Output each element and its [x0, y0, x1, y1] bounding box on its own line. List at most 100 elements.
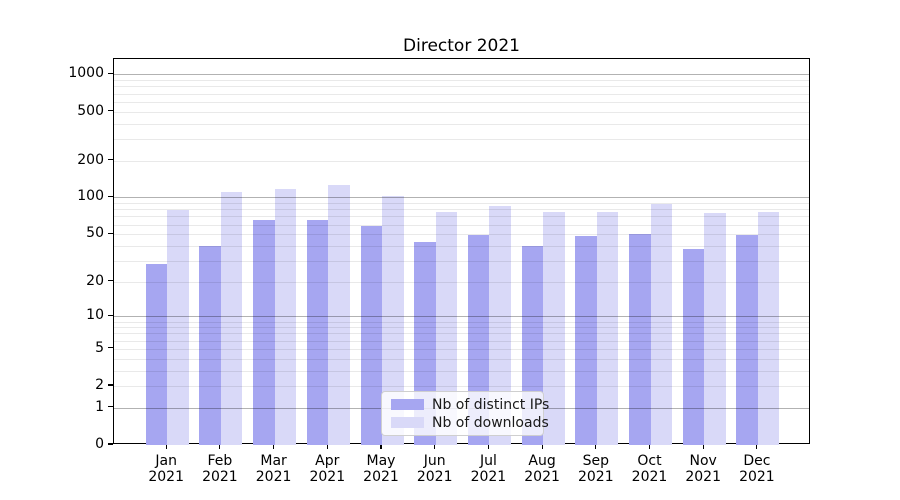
y-tick-mark — [108, 72, 113, 75]
x-tick-label: Dec 2021 — [739, 453, 775, 485]
plot-area — [113, 58, 810, 445]
x-tick-label: Oct 2021 — [631, 453, 668, 485]
y-tick-label: 1000 — [68, 65, 104, 82]
x-tick-mark — [380, 444, 382, 449]
y-tick-mark — [108, 406, 113, 408]
y-tick-mark — [108, 109, 113, 112]
y-tick-label: 100 — [77, 188, 104, 205]
bar-distinct-ips — [360, 226, 382, 445]
y-tick-label: 5 — [95, 339, 104, 356]
x-tick-label: Aug 2021 — [524, 453, 560, 485]
y-tick-mark — [108, 314, 113, 316]
legend: Nb of distinct IPs Nb of downloads — [381, 391, 549, 436]
gridline-minor — [114, 386, 809, 388]
bar-downloads — [704, 213, 726, 445]
x-tick-mark — [595, 444, 597, 449]
x-tick-label: Jul 2021 — [470, 453, 507, 485]
bar-downloads — [220, 192, 243, 445]
gridline-major — [114, 316, 809, 318]
x-tick-mark — [165, 444, 167, 449]
x-tick-label: Nov 2021 — [685, 453, 721, 485]
x-tick-mark — [702, 444, 704, 449]
x-tick-mark — [487, 444, 489, 449]
gridline-minor — [114, 101, 809, 103]
gridline-minor — [114, 111, 809, 113]
bar-downloads — [596, 212, 619, 445]
y-tick-label: 0 — [95, 436, 104, 452]
x-tick-label: Jun 2021 — [416, 453, 453, 485]
bar-distinct-ips — [682, 248, 705, 445]
x-tick-mark — [219, 444, 221, 449]
bar-distinct-ips — [253, 220, 275, 445]
legend-label-distinct-ips: Nb of distinct IPs — [432, 396, 550, 413]
y-tick-label: 20 — [86, 272, 104, 289]
bar-downloads — [435, 212, 458, 445]
bar-distinct-ips — [736, 235, 758, 445]
gridline-minor — [114, 123, 809, 125]
x-tick-label: May 2021 — [363, 453, 399, 485]
gridline-minor — [114, 93, 809, 95]
bar-downloads — [274, 188, 297, 445]
chart-title: Director 2021 — [403, 36, 520, 56]
legend-swatch-distinct-ips — [391, 399, 424, 410]
bar-downloads — [757, 212, 780, 445]
gridline-major — [114, 74, 809, 76]
y-tick-mark — [108, 195, 113, 198]
gridline-minor — [114, 209, 809, 211]
x-tick-label: Feb 2021 — [202, 453, 238, 485]
x-tick-mark — [648, 444, 651, 449]
x-tick-mark — [326, 444, 328, 449]
gridline-minor — [114, 348, 809, 350]
gridline-minor — [114, 281, 809, 283]
legend-label-downloads: Nb of downloads — [432, 414, 549, 431]
gridline-minor — [114, 160, 809, 162]
y-tick-label: 500 — [77, 102, 104, 119]
bar-distinct-ips — [629, 234, 651, 445]
legend-row-distinct-ips: Nb of distinct IPs — [391, 396, 549, 414]
gridline-minor — [114, 370, 809, 372]
bar-distinct-ips — [199, 245, 221, 445]
gridline-minor — [114, 358, 809, 360]
y-tick-mark — [108, 384, 113, 386]
y-tick-mark — [108, 347, 113, 349]
x-tick-label: Apr 2021 — [309, 453, 346, 485]
bar-distinct-ips — [306, 220, 329, 445]
x-tick-label: Mar 2021 — [255, 453, 292, 485]
x-tick-mark — [541, 444, 543, 449]
legend-row-downloads: Nb of downloads — [391, 414, 549, 432]
gridline-minor — [114, 86, 809, 88]
x-tick-mark — [756, 444, 758, 449]
gridline-minor — [114, 260, 809, 262]
gridline-minor — [114, 245, 809, 247]
legend-swatch-downloads — [391, 417, 424, 428]
y-tick-label: 10 — [86, 307, 104, 324]
y-tick-mark — [108, 443, 113, 445]
gridline-minor — [114, 216, 809, 218]
bar-distinct-ips — [575, 236, 597, 445]
bar-downloads — [382, 196, 404, 445]
x-tick-label: Jan 2021 — [148, 453, 184, 485]
gridline-minor — [114, 203, 809, 205]
y-tick-label: 50 — [86, 225, 104, 242]
y-tick-label: 200 — [77, 151, 104, 168]
x-tick-label: Sep 2021 — [577, 453, 614, 485]
bar-downloads — [489, 206, 511, 445]
gridline-minor — [114, 224, 809, 226]
bar-distinct-ips — [145, 264, 168, 445]
y-tick-mark — [108, 280, 113, 282]
x-tick-mark — [273, 444, 275, 449]
gridline-minor — [114, 333, 809, 335]
gridline-minor — [114, 80, 809, 82]
gridline-major — [114, 197, 809, 199]
x-tick-mark — [434, 444, 436, 449]
bar-downloads — [328, 184, 350, 445]
y-tick-label: 1 — [95, 398, 104, 415]
bar-downloads — [167, 209, 189, 445]
y-tick-mark — [108, 232, 113, 234]
bar-downloads — [650, 204, 672, 445]
gridline-minor — [114, 234, 809, 236]
gridline-minor — [114, 327, 809, 329]
gridline-minor — [114, 138, 809, 140]
y-tick-label: 2 — [95, 377, 104, 394]
gridline-minor — [114, 321, 809, 323]
